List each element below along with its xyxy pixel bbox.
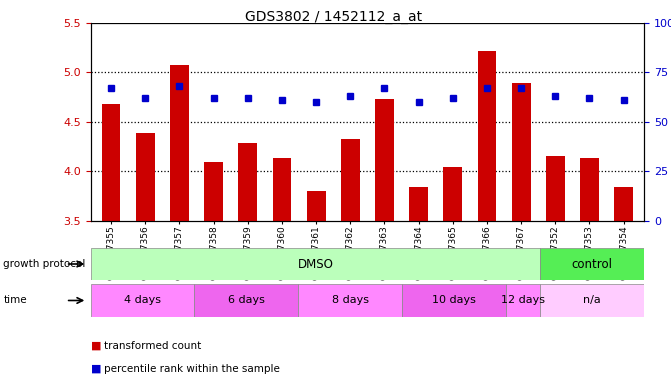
Bar bbox=[580, 157, 599, 221]
Bar bbox=[402, 284, 506, 317]
Bar bbox=[341, 139, 360, 221]
Text: 12 days: 12 days bbox=[501, 295, 545, 306]
Text: 10 days: 10 days bbox=[432, 295, 476, 306]
Text: 4 days: 4 days bbox=[124, 295, 161, 306]
Bar bbox=[512, 83, 531, 221]
Bar bbox=[409, 187, 428, 221]
Bar bbox=[614, 187, 633, 221]
Bar bbox=[375, 99, 394, 221]
Text: percentile rank within the sample: percentile rank within the sample bbox=[104, 364, 280, 374]
Bar bbox=[540, 248, 644, 280]
Bar bbox=[478, 51, 497, 221]
Bar bbox=[91, 248, 540, 280]
Bar bbox=[195, 284, 298, 317]
Bar bbox=[102, 104, 121, 221]
Bar bbox=[298, 284, 402, 317]
Bar bbox=[272, 157, 291, 221]
Text: ■: ■ bbox=[91, 364, 101, 374]
Bar bbox=[238, 143, 257, 221]
Text: control: control bbox=[572, 258, 613, 270]
Bar bbox=[136, 133, 154, 221]
Bar bbox=[91, 284, 195, 317]
Bar bbox=[204, 162, 223, 221]
Text: 8 days: 8 days bbox=[331, 295, 368, 306]
Bar bbox=[506, 284, 540, 317]
Text: growth protocol: growth protocol bbox=[3, 259, 86, 269]
Text: time: time bbox=[3, 295, 27, 306]
Text: n/a: n/a bbox=[583, 295, 601, 306]
Bar bbox=[444, 167, 462, 221]
Text: ■: ■ bbox=[91, 341, 101, 351]
Bar bbox=[546, 156, 565, 221]
Text: transformed count: transformed count bbox=[104, 341, 201, 351]
Text: DMSO: DMSO bbox=[297, 258, 333, 270]
Bar bbox=[170, 65, 189, 221]
Text: GDS3802 / 1452112_a_at: GDS3802 / 1452112_a_at bbox=[246, 10, 422, 23]
Text: 6 days: 6 days bbox=[228, 295, 265, 306]
Bar bbox=[307, 191, 325, 221]
Bar bbox=[540, 284, 644, 317]
